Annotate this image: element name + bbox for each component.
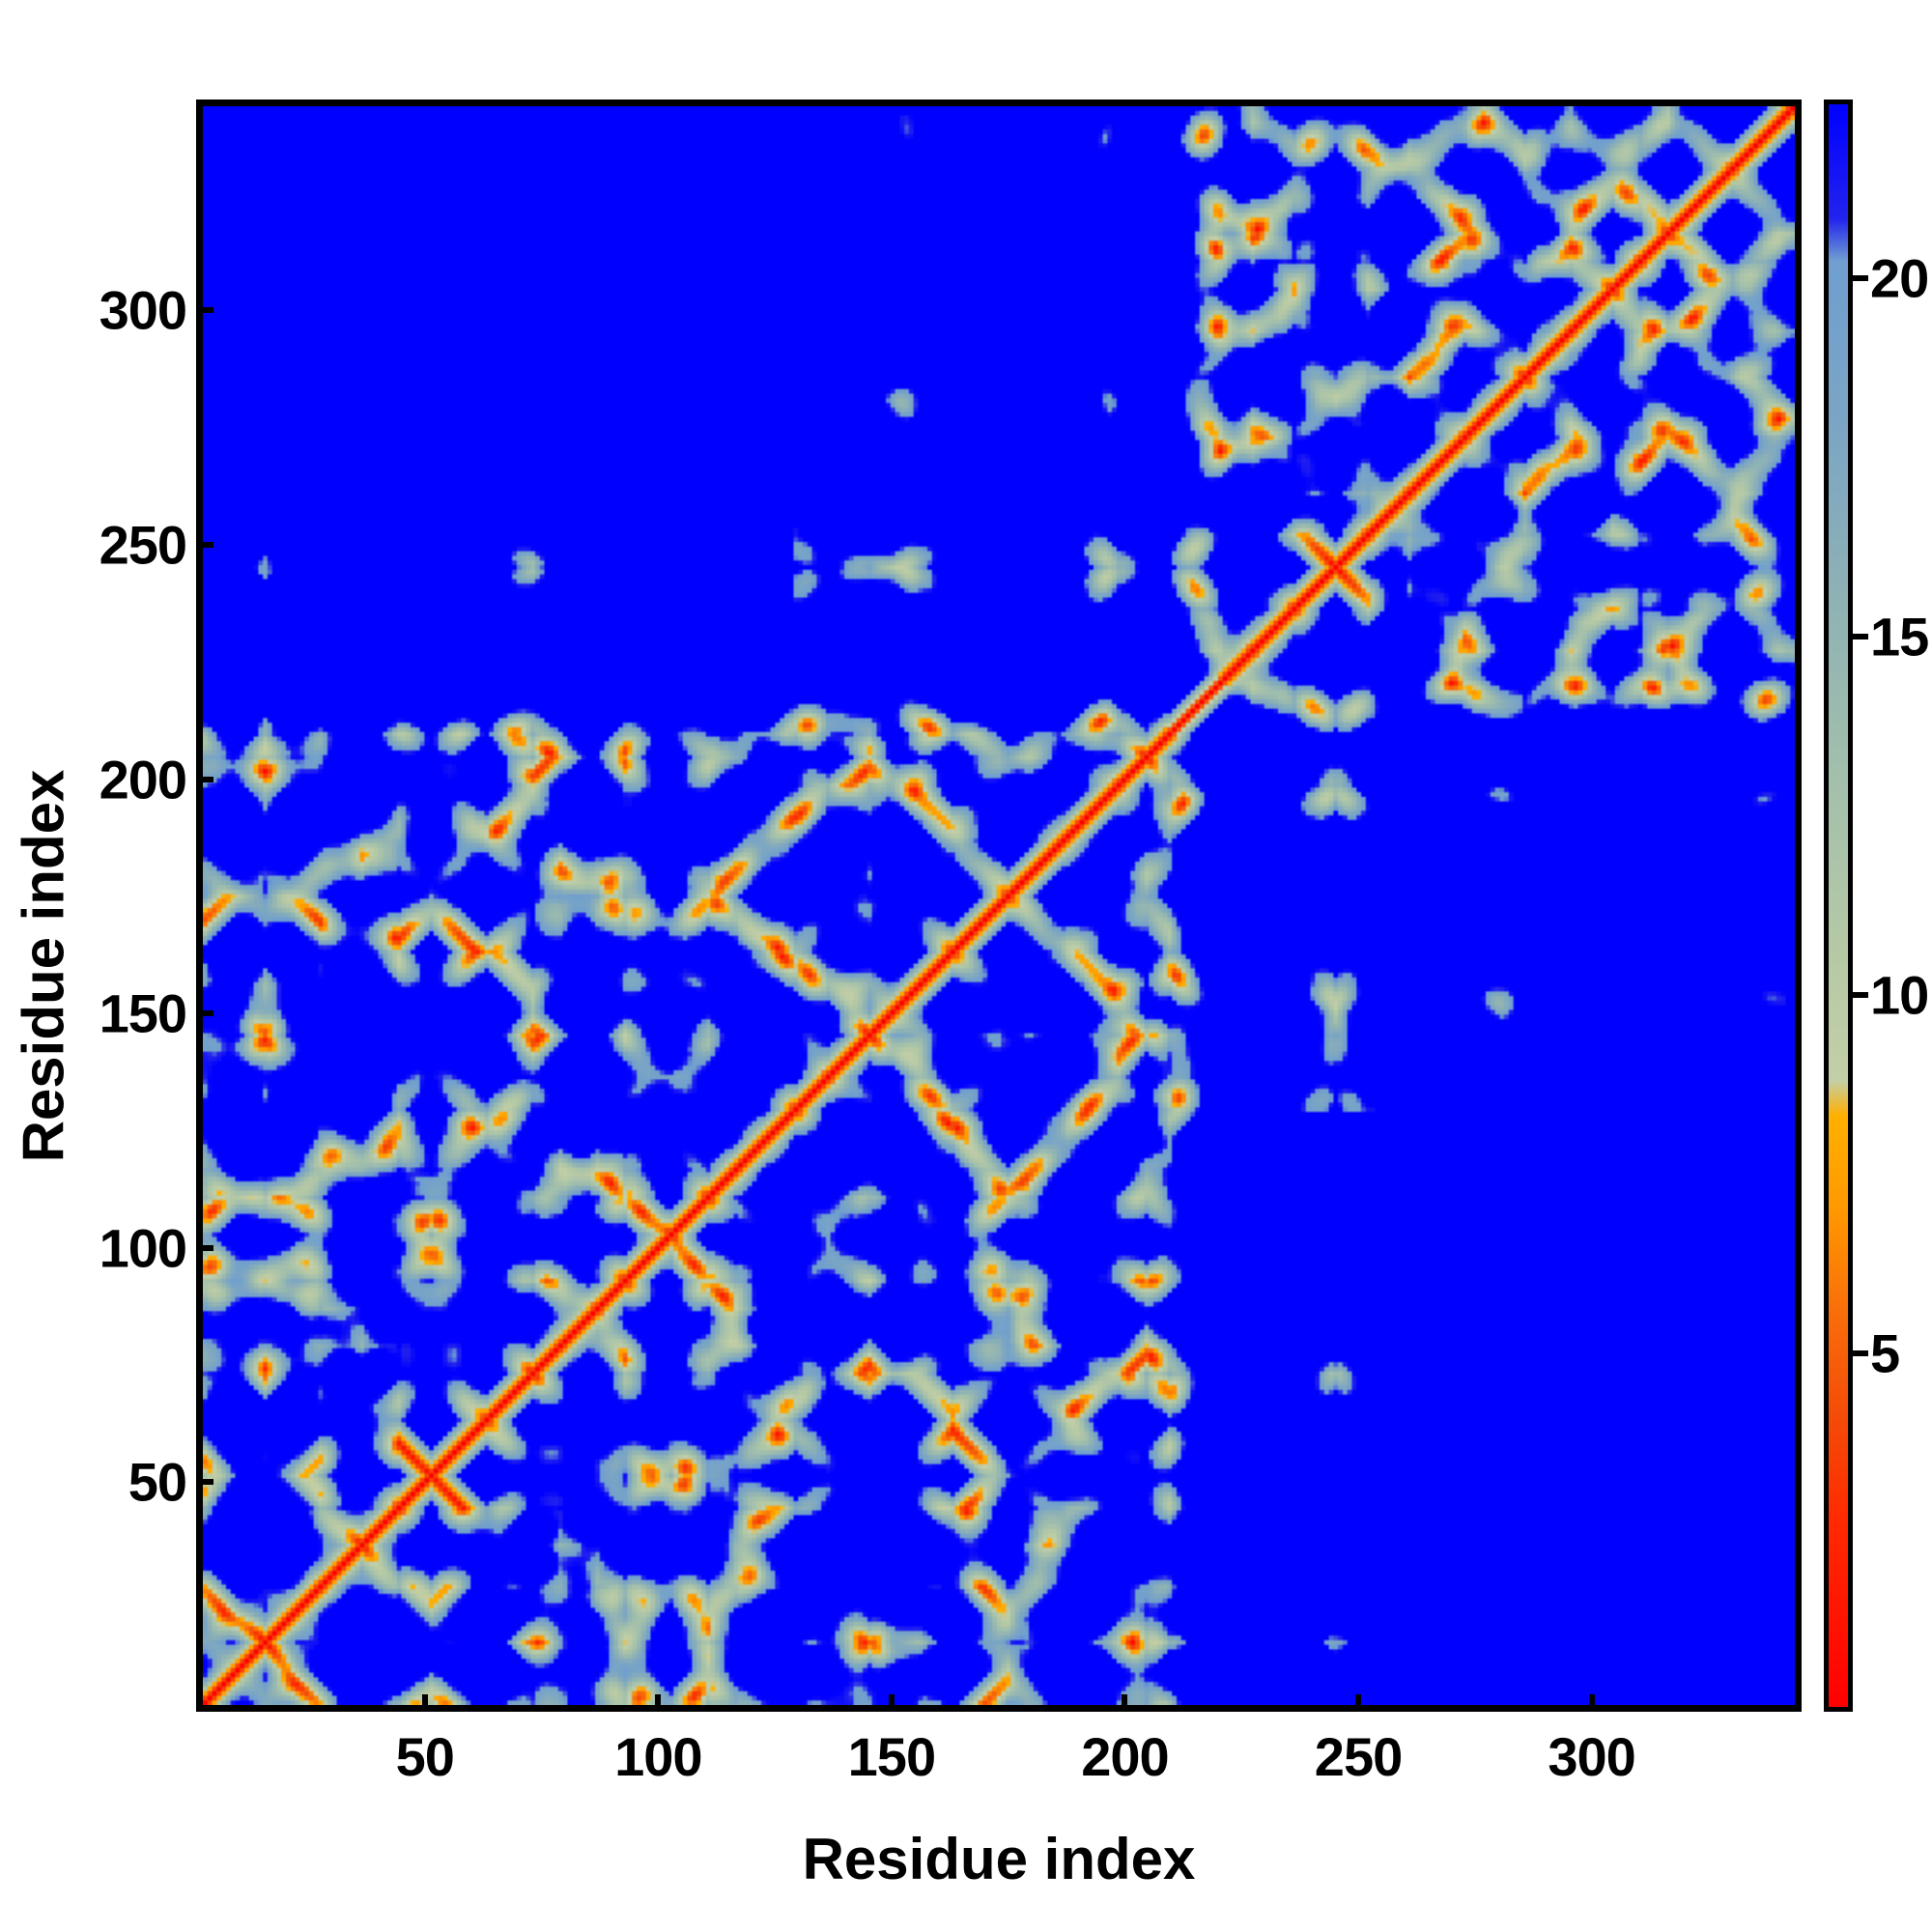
- colorbar-tick-mark: [1853, 634, 1868, 640]
- colorbar-tick-mark: [1853, 992, 1868, 999]
- y-tick-mark: [196, 1244, 213, 1251]
- x-tick-mark: [1355, 1694, 1362, 1712]
- colorbar-tick-label-15: 15: [1870, 606, 1929, 668]
- x-tick-mark: [655, 1694, 662, 1712]
- y-tick-label-300: 300: [99, 279, 187, 341]
- heatmap-plot-area: [196, 99, 1802, 1712]
- y-tick-label-100: 100: [99, 1217, 187, 1279]
- y-tick-label-250: 250: [99, 514, 187, 576]
- colorbar-tick-label-10: 10: [1870, 964, 1929, 1026]
- x-tick-mark: [1122, 1694, 1128, 1712]
- x-tick-mark: [888, 1694, 895, 1712]
- x-tick-label-50: 50: [395, 1726, 455, 1787]
- x-tick-mark: [421, 1694, 428, 1712]
- colorbar-track: [1824, 99, 1853, 1712]
- colorbar: 5 10 15 20: [1824, 99, 1929, 1712]
- x-tick-label-200: 200: [1081, 1726, 1169, 1787]
- y-tick-label-150: 150: [99, 982, 187, 1044]
- y-axis-label: Residue index: [11, 769, 76, 1163]
- colorbar-tick-label-5: 5: [1870, 1322, 1900, 1384]
- y-tick-mark: [196, 776, 213, 782]
- y-tick-mark: [196, 1479, 213, 1486]
- colorbar-gradient: [1829, 104, 1848, 1707]
- y-tick-mark: [196, 307, 213, 314]
- x-tick-label-150: 150: [847, 1726, 936, 1787]
- x-tick-label-300: 300: [1548, 1726, 1635, 1787]
- y-tick-label-50: 50: [128, 1451, 187, 1513]
- heatmap-canvas: [203, 106, 1795, 1705]
- colorbar-tick-mark: [1853, 275, 1868, 282]
- y-tick-label-200: 200: [99, 749, 187, 810]
- y-tick-mark: [196, 1010, 213, 1017]
- y-tick-mark: [196, 541, 213, 548]
- x-tick-label-100: 100: [614, 1726, 702, 1787]
- colorbar-tick-label-20: 20: [1870, 247, 1929, 309]
- colorbar-tick-mark: [1853, 1350, 1868, 1357]
- x-tick-label-250: 250: [1314, 1726, 1403, 1787]
- x-axis-label: Residue index: [802, 1827, 1196, 1891]
- x-tick-mark: [1588, 1694, 1595, 1712]
